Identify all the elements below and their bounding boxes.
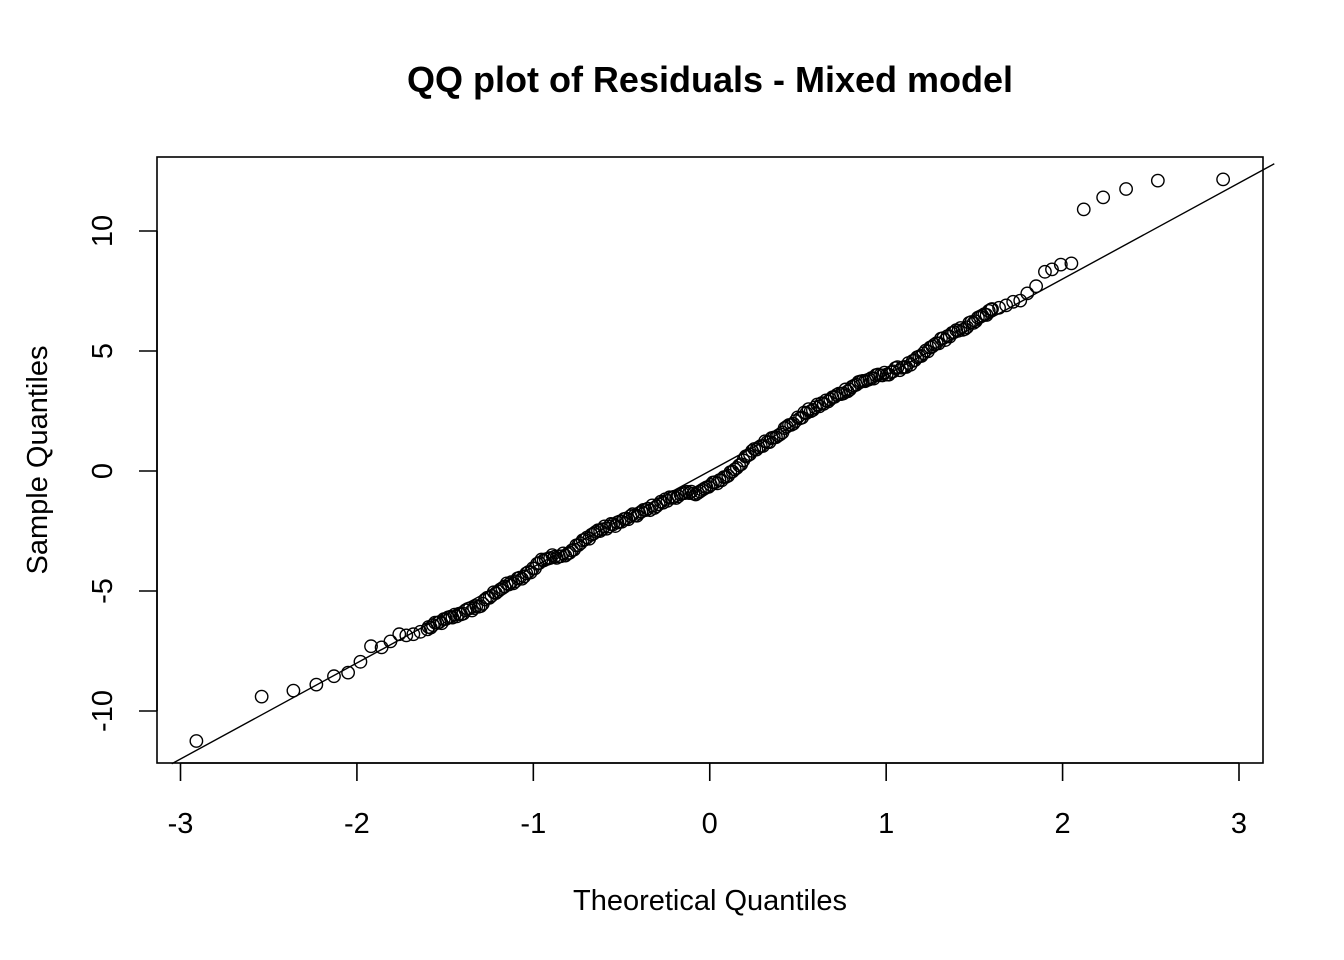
x-axis: -3 -2 -1 0 1 2 3 [168, 762, 1247, 840]
data-point [621, 512, 636, 527]
data-point [777, 421, 792, 435]
data-point [309, 677, 324, 692]
data-point [981, 303, 996, 318]
y-tick-label: 10 [87, 215, 119, 247]
data-point [364, 639, 378, 654]
data-point [1119, 182, 1133, 196]
data-point [547, 549, 562, 564]
data-point [645, 498, 660, 513]
data-point [189, 734, 204, 748]
data-point [632, 506, 647, 520]
data-point [341, 665, 355, 680]
data-point [353, 654, 368, 669]
data-point [1006, 294, 1021, 309]
data-point [392, 627, 407, 642]
qq-reference-line-layer [171, 163, 1275, 765]
data-point [925, 339, 940, 354]
data-point [1013, 293, 1028, 308]
chart-title: QQ plot of Residuals - Mixed model [407, 59, 1013, 100]
data-point [508, 574, 523, 589]
data-point [1038, 264, 1052, 279]
data-point [1096, 190, 1111, 205]
data-point [327, 669, 341, 684]
data-point [406, 627, 421, 642]
x-tick-label: 0 [702, 808, 718, 840]
data-point [682, 486, 697, 501]
y-tick-label: 5 [87, 343, 119, 359]
plot-frame [156, 156, 1264, 764]
data-point [554, 549, 568, 564]
y-tick-label: -10 [87, 690, 119, 732]
data-point [1150, 173, 1165, 188]
data-point [383, 634, 398, 649]
data-point [732, 458, 746, 473]
x-tick-label: -3 [168, 808, 194, 840]
data-point [1045, 262, 1059, 277]
data-point [465, 603, 479, 618]
x-tick-label: 2 [1055, 808, 1071, 840]
data-point [399, 628, 414, 643]
data-point [801, 402, 816, 417]
x-tick-label: 3 [1231, 808, 1247, 840]
x-tick-label: -2 [344, 808, 370, 840]
data-point [286, 683, 301, 698]
y-axis-label: Sample Quantiles [22, 346, 54, 575]
data-point [892, 363, 907, 378]
data-point [1216, 172, 1231, 187]
data-point [1029, 279, 1044, 294]
data-point [749, 442, 764, 457]
x-tick-label: 1 [878, 808, 894, 840]
x-axis-label: Theoretical Quantiles [573, 885, 847, 917]
data-point [597, 519, 612, 534]
qq-reference-line [171, 163, 1275, 765]
data-point [1076, 202, 1091, 217]
data-point [684, 484, 699, 499]
points-layer [189, 172, 1231, 748]
data-point [593, 524, 607, 538]
y-axis: -10 -5 0 5 10 [87, 215, 158, 732]
data-point [1053, 257, 1068, 272]
data-point [1020, 286, 1035, 301]
data-point [586, 526, 601, 541]
y-tick-label: 0 [87, 463, 119, 479]
data-point [1064, 256, 1079, 271]
data-point [827, 389, 842, 404]
data-point [462, 601, 477, 616]
data-point [984, 302, 998, 317]
data-point [999, 298, 1014, 313]
data-point [866, 371, 881, 386]
data-point [254, 689, 269, 704]
data-point [432, 615, 447, 629]
x-tick-label: -1 [520, 808, 546, 840]
data-point [649, 499, 664, 514]
y-tick-label: -5 [87, 578, 119, 604]
data-point [992, 300, 1006, 315]
